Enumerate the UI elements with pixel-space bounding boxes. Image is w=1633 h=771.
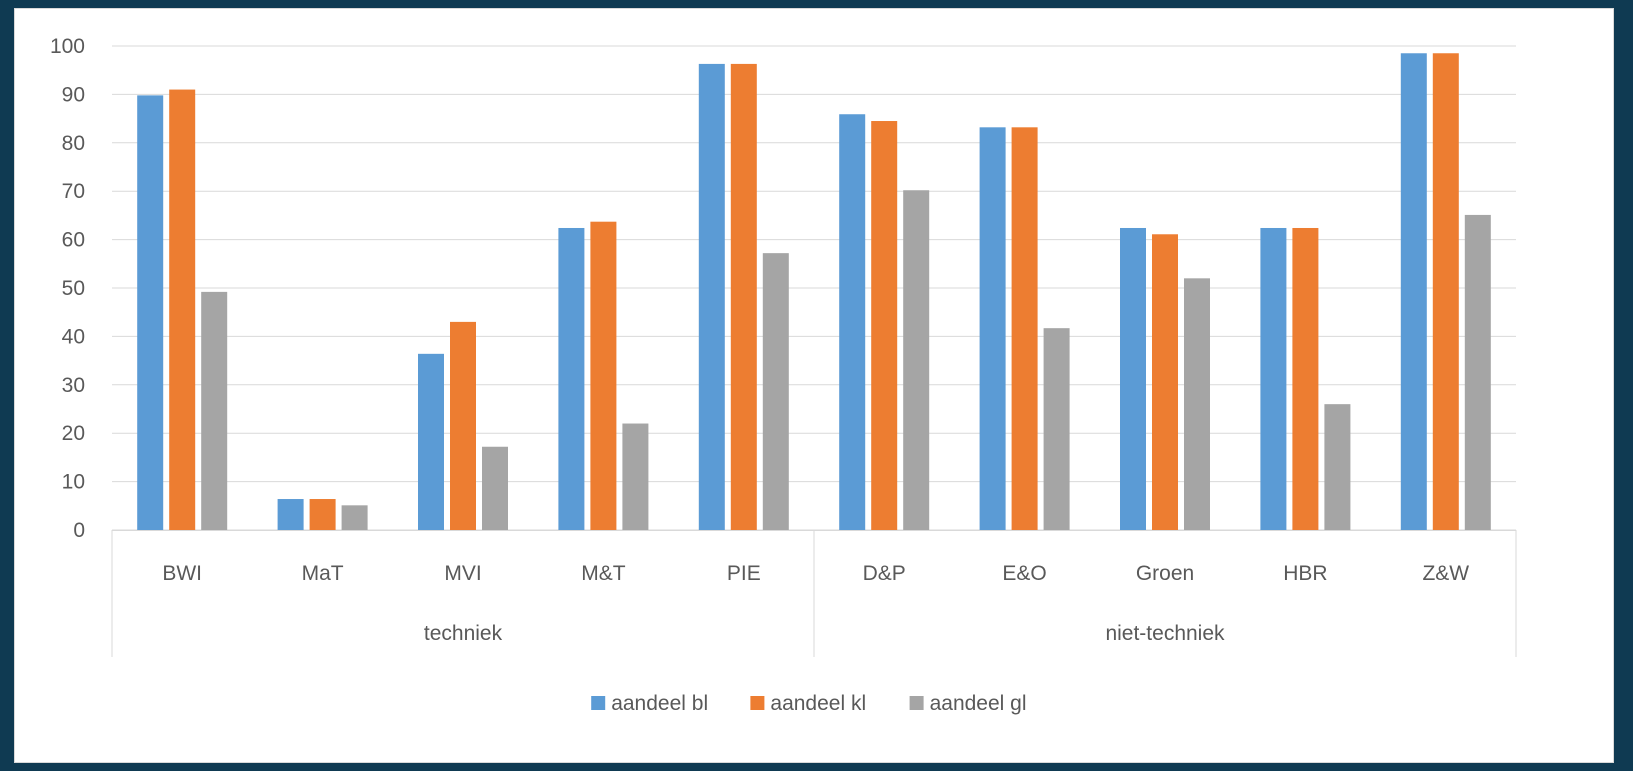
x-category-label: D&P [863, 562, 906, 585]
x-category-label: MVI [444, 562, 481, 585]
bar [558, 227, 585, 530]
x-category-label: M&T [581, 562, 626, 585]
bar [622, 423, 649, 530]
x-group-label: techniek [424, 622, 503, 645]
y-tick-label: 90 [62, 83, 85, 106]
bar [762, 253, 789, 531]
x-category-label: MaT [302, 562, 344, 585]
y-tick-label: 70 [62, 180, 85, 203]
bar [1184, 278, 1210, 530]
x-category-label: E&O [1002, 562, 1046, 585]
bar [1464, 214, 1491, 530]
y-tick-label: 80 [62, 132, 85, 155]
x-category-label: Groen [1136, 562, 1194, 585]
bar [1432, 53, 1459, 530]
bar [169, 89, 196, 530]
bar [1011, 127, 1038, 530]
bar [1400, 53, 1427, 530]
x-category-label: PIE [727, 562, 761, 585]
bar [309, 499, 336, 530]
bar [482, 446, 508, 530]
y-tick-label: 100 [50, 35, 85, 58]
y-tick-label: 60 [62, 229, 85, 252]
y-tick-label: 0 [73, 519, 85, 542]
y-tick-label: 40 [62, 325, 85, 348]
bar [979, 127, 1006, 530]
bar [450, 321, 476, 530]
bar [590, 221, 617, 530]
y-tick-label: 50 [62, 277, 85, 300]
bar [201, 291, 228, 530]
bar [1120, 227, 1146, 530]
bar [1324, 404, 1351, 530]
bar [137, 95, 164, 531]
bar [871, 121, 898, 531]
bar-chart: 0 10 20 30 40 50 60 70 80 90 100 BWI MaT MVI M&T PIE D&P… [50, 35, 1517, 715]
bar [341, 505, 368, 530]
legend-label: aandeel gl [930, 692, 1027, 715]
x-category-label: Z&W [1422, 562, 1469, 585]
legend-swatch [591, 696, 606, 710]
x-group-label: niet-techniek [1105, 622, 1225, 645]
y-tick-label: 30 [62, 374, 85, 397]
legend-swatch [909, 696, 924, 710]
legend-label: aandeel bl [611, 692, 708, 715]
bar [839, 114, 866, 530]
bar [277, 499, 304, 530]
x-category-label: BWI [162, 562, 202, 585]
legend-label: aandeel kl [770, 692, 866, 715]
bar [1292, 227, 1319, 530]
bar [1260, 227, 1287, 530]
bar [730, 63, 757, 531]
legend-swatch [750, 696, 765, 710]
y-tick-label: 20 [62, 422, 85, 445]
chart-frame: 0 10 20 30 40 50 60 70 80 90 100 BWI MaT MVI M&T PIE D&P… [14, 8, 1614, 763]
bar [1043, 328, 1070, 530]
bar [418, 353, 444, 530]
y-tick-label: 10 [62, 471, 85, 494]
x-category-label: HBR [1283, 562, 1327, 585]
bar [698, 63, 725, 531]
bar [903, 190, 930, 530]
bar [1152, 234, 1178, 530]
